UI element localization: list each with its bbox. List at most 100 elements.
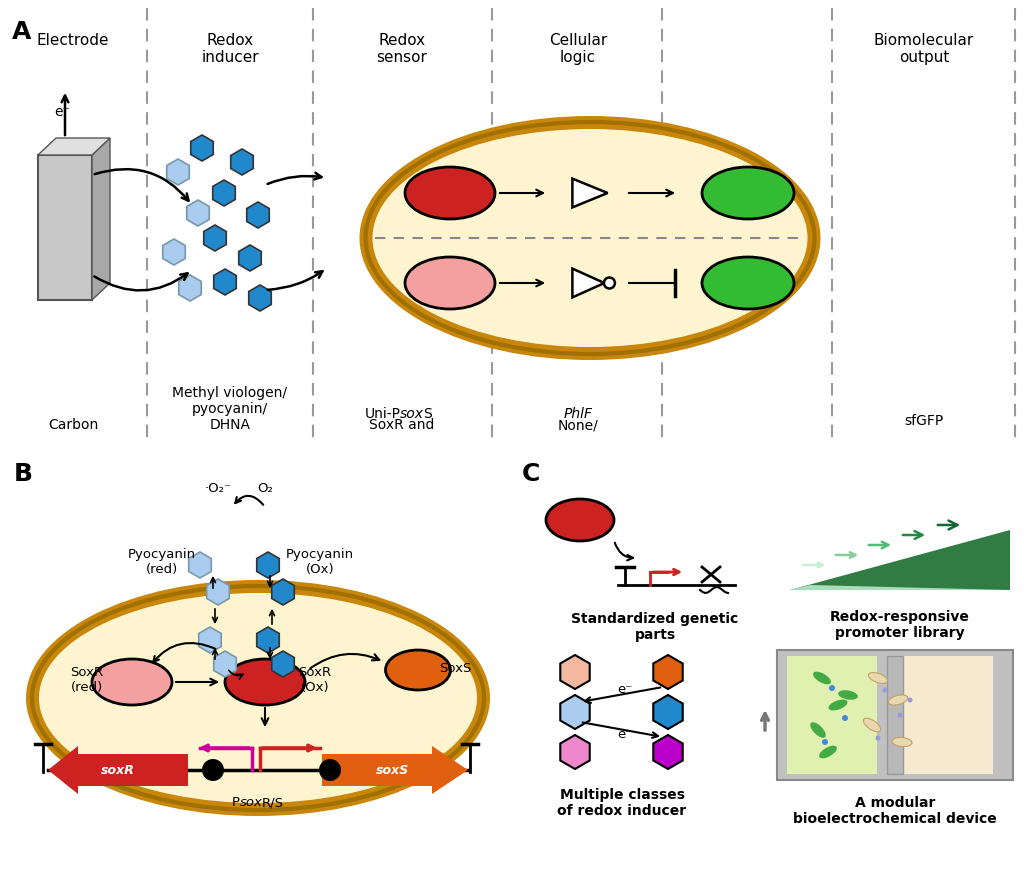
Text: R/S: R/S [262,796,284,809]
Polygon shape [560,735,590,769]
Circle shape [202,759,224,781]
Text: A: A [12,20,32,44]
Ellipse shape [828,700,848,711]
Text: sox: sox [400,407,424,421]
Ellipse shape [225,659,305,705]
Ellipse shape [373,129,808,347]
FancyBboxPatch shape [777,650,1013,780]
Polygon shape [239,245,261,271]
Text: None/: None/ [558,418,598,432]
Ellipse shape [546,499,614,541]
Text: SoxR
(Ox): SoxR (Ox) [298,666,332,694]
Ellipse shape [26,580,490,816]
Polygon shape [572,268,604,298]
Text: Redox
inducer: Redox inducer [201,33,259,66]
Circle shape [897,712,902,718]
Text: C: C [522,462,541,486]
Polygon shape [179,275,202,301]
Polygon shape [204,225,226,251]
Text: B: B [14,462,33,486]
Text: SoxR
(red): SoxR (red) [71,666,103,694]
Ellipse shape [892,737,912,747]
Text: S: S [423,407,432,421]
Text: sfGFP: sfGFP [904,414,944,428]
Circle shape [829,685,835,691]
Ellipse shape [813,672,830,684]
Polygon shape [560,655,590,689]
FancyBboxPatch shape [903,656,993,774]
Polygon shape [92,138,110,300]
Text: SoxR and: SoxR and [370,418,434,432]
FancyBboxPatch shape [787,656,877,774]
Text: PhlF: PhlF [563,407,593,421]
Ellipse shape [863,719,881,732]
Text: Biomolecular
output: Biomolecular output [873,33,974,66]
Polygon shape [247,202,269,228]
Circle shape [876,735,881,741]
Polygon shape [249,285,271,311]
Polygon shape [190,135,213,161]
Polygon shape [271,579,294,605]
Polygon shape [653,735,683,769]
Text: Methyl viologen/
pyocyanin/
DHNA: Methyl viologen/ pyocyanin/ DHNA [172,385,288,432]
Ellipse shape [810,722,825,738]
Polygon shape [188,552,211,578]
Text: O₂: O₂ [257,482,273,495]
Ellipse shape [868,672,888,683]
Polygon shape [790,530,1010,590]
Text: Multiple classes
of redox inducer: Multiple classes of redox inducer [557,788,686,818]
Polygon shape [163,239,185,265]
Polygon shape [271,651,294,677]
Text: P: P [232,796,240,809]
Polygon shape [257,552,280,578]
Circle shape [319,759,341,781]
Text: Redox
sensor: Redox sensor [377,33,427,66]
Circle shape [842,715,848,721]
Ellipse shape [406,167,495,219]
Polygon shape [48,746,188,794]
Polygon shape [322,746,468,794]
Ellipse shape [838,690,858,700]
Text: Redox-responsive
promoter library: Redox-responsive promoter library [830,610,970,641]
Text: e⁻: e⁻ [54,105,70,119]
Polygon shape [257,627,280,653]
Text: Pyocyanin
(red): Pyocyanin (red) [128,548,196,576]
Ellipse shape [819,746,837,758]
Ellipse shape [92,659,172,705]
Text: Standardized genetic
parts: Standardized genetic parts [571,612,738,642]
Text: soxS: soxS [377,764,410,776]
Text: soxR: soxR [101,764,135,776]
Text: A modular
bioelectrochemical device: A modular bioelectrochemical device [794,796,997,827]
Text: sox: sox [240,796,263,809]
Polygon shape [572,179,607,207]
Polygon shape [560,695,590,729]
Ellipse shape [34,588,482,808]
Polygon shape [38,155,92,300]
FancyBboxPatch shape [887,656,903,774]
Circle shape [822,739,828,745]
Polygon shape [167,159,189,185]
Ellipse shape [406,257,495,309]
Polygon shape [653,695,683,729]
Text: Carbon: Carbon [48,418,98,432]
Ellipse shape [385,650,451,690]
Polygon shape [199,627,221,653]
Polygon shape [653,655,683,689]
Polygon shape [790,585,1010,590]
Ellipse shape [368,124,812,352]
Text: ·O₂⁻: ·O₂⁻ [205,482,231,495]
Polygon shape [213,180,236,206]
Circle shape [883,688,888,693]
Text: e⁻: e⁻ [617,683,633,696]
Polygon shape [207,579,229,605]
Circle shape [907,697,912,703]
Text: Uni-P: Uni-P [365,407,401,421]
Polygon shape [214,269,237,295]
Polygon shape [230,149,253,175]
Text: Cellular
logic: Cellular logic [549,33,607,66]
Ellipse shape [39,593,477,803]
Text: e⁻: e⁻ [617,728,633,741]
Circle shape [604,277,614,289]
Text: SoxS: SoxS [439,662,471,674]
Ellipse shape [359,116,820,360]
